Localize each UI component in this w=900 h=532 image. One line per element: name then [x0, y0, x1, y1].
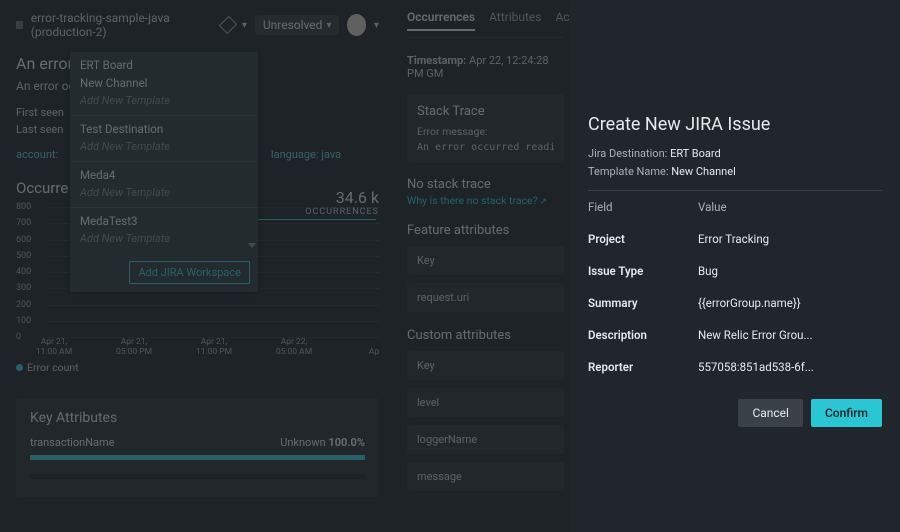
tag-account[interactable]: account:: [16, 148, 58, 161]
ytick-label: 0: [16, 332, 21, 342]
key-attributes-card: Key Attributes transactionName Unknown 1…: [16, 398, 379, 497]
jira-field-value: Bug: [698, 264, 882, 278]
connector-icon[interactable]: [219, 16, 237, 34]
feature-attr-row[interactable]: request.uri: [407, 283, 564, 312]
jira-field-name: Summary: [588, 296, 698, 310]
gridline: [46, 305, 379, 306]
chevron-down-icon[interactable]: ▾: [242, 20, 247, 31]
error-message: An error occurred reading the: [417, 142, 554, 153]
ytick-label: 800: [16, 202, 31, 212]
assignee-avatar[interactable]: [347, 14, 365, 36]
chevron-down-icon: ▾: [326, 20, 331, 31]
tab-activity[interactable]: Activity: [555, 10, 570, 31]
dd-destination[interactable]: Meda4: [70, 162, 258, 184]
ytick-label: 500: [16, 251, 31, 261]
xtick-label: Apr 22,05:00 AM: [264, 337, 324, 357]
stack-trace-heading: Stack Trace: [417, 104, 554, 119]
jira-create-panel: Create New JIRA Issue Jira Destination: …: [570, 0, 900, 532]
status-label: Unresolved: [263, 18, 323, 32]
topbar: error-tracking-sample-java (production-2…: [16, 10, 379, 40]
ka-bar: [30, 455, 365, 460]
timestamp: Timestamp: Apr 22, 12:24:28 PM GM: [407, 54, 564, 80]
xtick-label: Apr 21,11:00 AM: [24, 337, 84, 357]
panel-title: Create New JIRA Issue: [588, 114, 882, 135]
xtick-label: Apr 21,05:00 PM: [104, 337, 164, 357]
tab-occurrences[interactable]: Occurrences: [407, 10, 475, 31]
ka-bar-track: [30, 474, 365, 479]
jira-destination-dropdown[interactable]: ERT BoardNew ChannelAdd New TemplateTest…: [70, 52, 258, 292]
jira-field-row: Summary{{errorGroup.name}}: [588, 287, 882, 319]
tmpl-label: Template Name:: [588, 165, 668, 178]
jira-field-value: New Relic Error Grou...: [698, 328, 882, 342]
custom-attr-row[interactable]: Key: [407, 351, 564, 380]
ytick-label: 600: [16, 235, 31, 245]
chart-series-line: [246, 219, 376, 220]
dd-add-template[interactable]: Add New Template: [70, 138, 258, 161]
ka-value: Unknown 100.0%: [280, 436, 365, 449]
feature-attr-row[interactable]: Key: [407, 246, 564, 275]
jira-field-row: Issue TypeBug: [588, 255, 882, 287]
jira-field-name: Issue Type: [588, 264, 698, 278]
col-field: Field: [588, 200, 698, 214]
custom-attr-row[interactable]: level: [407, 388, 564, 417]
ytick-label: 700: [16, 218, 31, 228]
jira-field-row: Reporter557058:851ad538-6f...: [588, 351, 882, 383]
confirm-button[interactable]: Confirm: [811, 399, 882, 427]
custom-attr-row[interactable]: message: [407, 462, 564, 491]
jira-field-name: Project: [588, 232, 698, 246]
xtick-label: Apr 21,11:00 PM: [184, 337, 244, 357]
stack-trace-box: Stack Trace Error message: An error occu…: [407, 94, 564, 163]
custom-attributes-heading: Custom attributes: [407, 328, 564, 343]
status-dropdown[interactable]: Unresolved ▾: [255, 15, 340, 35]
error-message-label: Error message:: [417, 125, 554, 138]
dd-destination[interactable]: Test Destination: [70, 116, 258, 138]
jira-field-name: Description: [588, 328, 698, 342]
jira-field-row: DescriptionNew Relic Error Grou...: [588, 319, 882, 351]
tab-attributes[interactable]: Attributes: [489, 10, 541, 31]
col-value: Value: [698, 200, 882, 214]
ytick-label: 400: [16, 267, 31, 277]
dest-label: Jira Destination:: [588, 147, 667, 160]
occurrences-count: 34.6 k: [305, 188, 379, 207]
jira-field-value: 557058:851ad538-6f...: [698, 360, 882, 374]
ytick-label: 100: [16, 316, 31, 326]
key-attributes-heading: Key Attributes: [30, 410, 365, 426]
jira-field-row: ProjectError Tracking: [588, 223, 882, 255]
breadcrumb[interactable]: error-tracking-sample-java (production-2…: [31, 11, 214, 39]
ytick-label: 200: [16, 300, 31, 310]
dd-add-template[interactable]: Add New Template: [70, 230, 258, 253]
chevron-down-icon[interactable]: [248, 243, 256, 248]
ytick-label: 300: [16, 283, 31, 293]
ka-name: transactionName: [30, 436, 115, 449]
add-jira-workspace-button[interactable]: Add JIRA Workspace: [129, 261, 250, 284]
breadcrumb-icon: [16, 21, 23, 29]
dest-value: ERT Board: [670, 147, 721, 160]
tag-language[interactable]: language: java: [271, 148, 341, 161]
dd-destination[interactable]: MedaTest3: [70, 208, 258, 230]
tabs: Occurrences Attributes Activity: [407, 10, 564, 38]
jira-fields-table: Field Value ProjectError TrackingIssue T…: [588, 190, 882, 383]
jira-field-name: Reporter: [588, 360, 698, 374]
mid-pane: Occurrences Attributes Activity Timestam…: [395, 0, 570, 532]
no-stack-link[interactable]: Why is there no stack trace?: [407, 194, 564, 207]
cancel-button[interactable]: Cancel: [738, 399, 803, 427]
dd-add-template[interactable]: Add New Template: [70, 184, 258, 207]
xtick-label: Ap: [344, 347, 395, 357]
legend-dot-icon: [16, 364, 23, 371]
tmpl-value: New Channel: [671, 165, 736, 178]
legend-label: Error count: [27, 361, 79, 374]
dd-destination[interactable]: ERT Board: [70, 52, 258, 74]
no-stack-heading: No stack trace: [407, 177, 564, 192]
custom-attr-row[interactable]: loggerName: [407, 425, 564, 454]
dd-add-template[interactable]: Add New Template: [70, 92, 258, 115]
gridline: [46, 321, 379, 322]
chart-legend: Error count: [16, 361, 379, 374]
dd-template[interactable]: New Channel: [70, 74, 258, 92]
jira-field-value: Error Tracking: [698, 232, 882, 246]
feature-attributes-heading: Feature attributes: [407, 223, 564, 238]
jira-field-value: {{errorGroup.name}}: [698, 296, 882, 310]
chevron-down-icon[interactable]: ▾: [374, 20, 379, 31]
